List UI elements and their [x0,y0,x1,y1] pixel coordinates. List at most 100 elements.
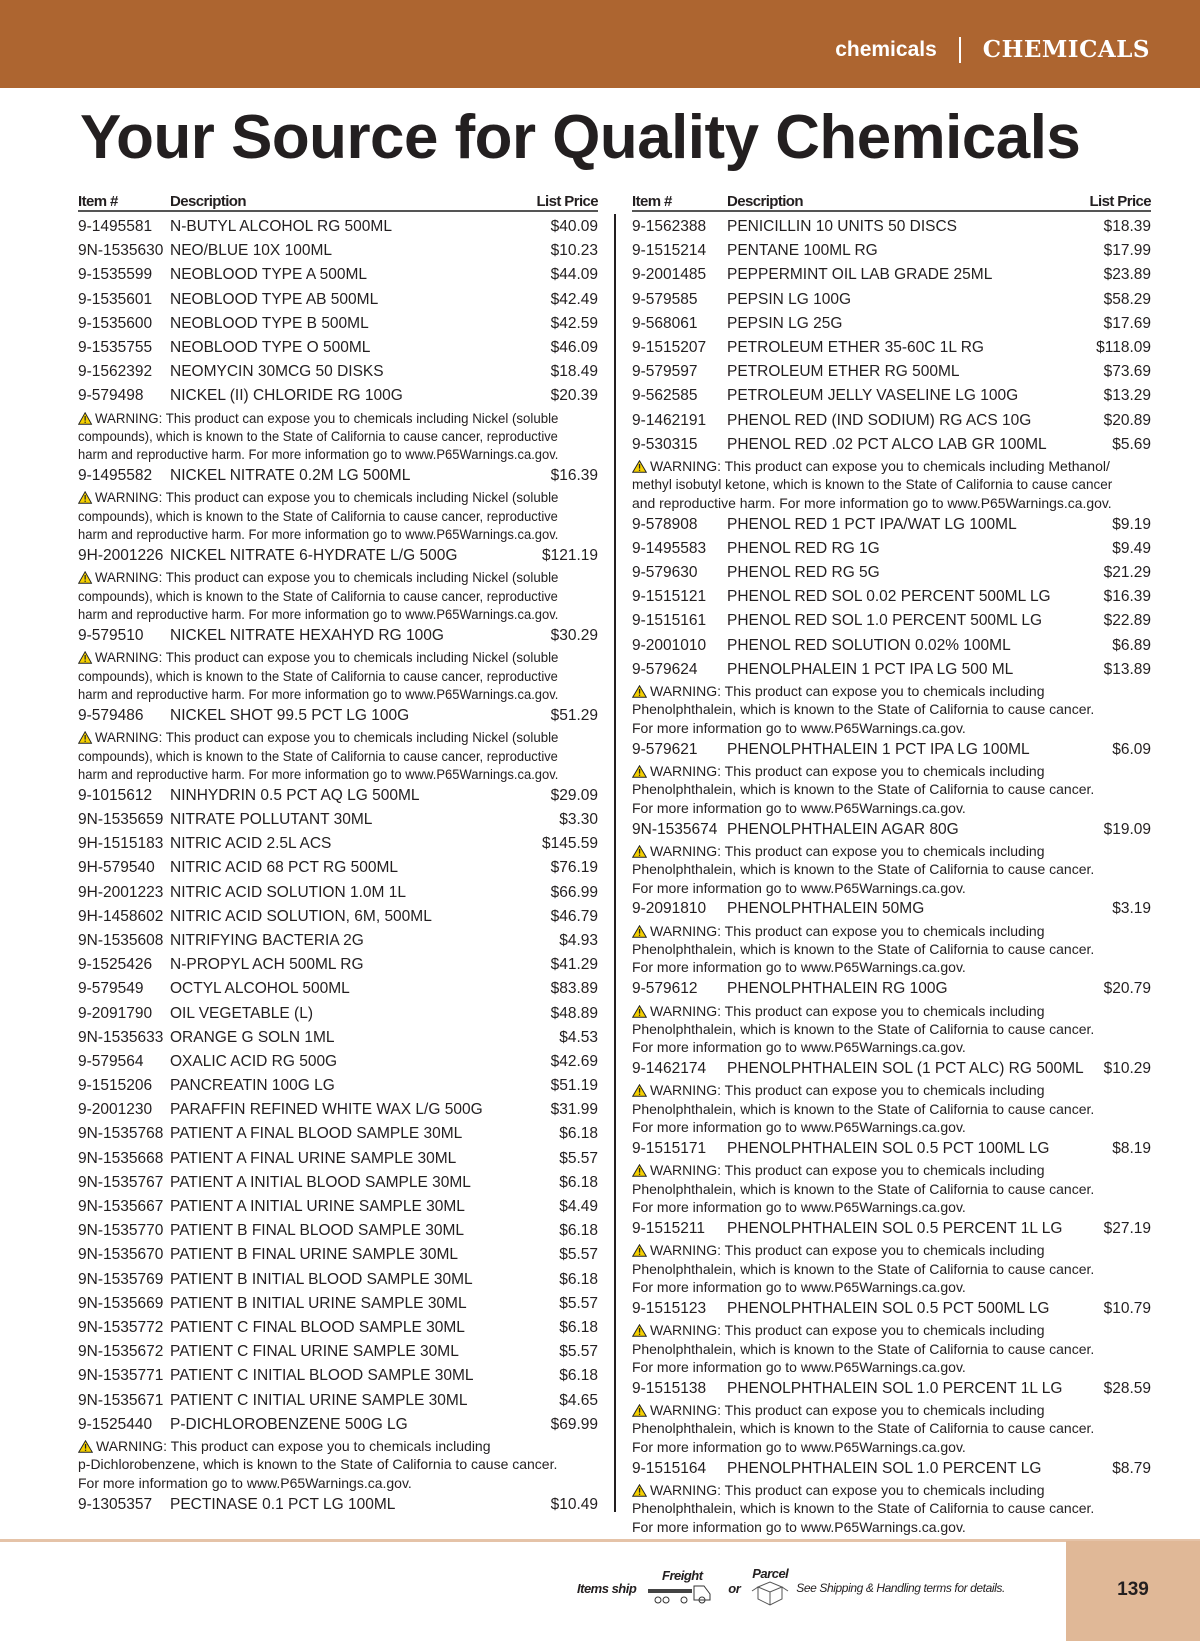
item-number: 9H-2001226 [78,547,164,565]
product-row: 9-1515161 PHENOL RED SOL 1.0 PERCENT 500M… [632,609,1151,633]
item-description: PATIENT A INITIAL URINE SAMPLE 30ML [170,1198,465,1216]
item-description: PHENOL RED RG 5G [727,563,880,581]
item-description: N-BUTYL ALCOHOL RG 500ML [170,218,392,235]
prop65-warning: WARNING: This product can expose you to … [77,488,598,543]
warning-line: For more information go to www.P65Warnin… [632,879,966,896]
warning-line: WARNING: This product can expose you to … [631,1401,1045,1419]
product-row: 9-578908 PHENOL RED 1 PCT IPA/WAT LG 100M… [632,513,1151,537]
item-number: 9-1305357 [78,1495,153,1513]
item-description: NEOMYCIN 30MCG 50 DISKS [170,363,384,381]
table-header: Item # Description List Price [78,193,599,212]
product-row: 9N-1535671 PATIENT C INITIAL URINE SAMPLE… [78,1389,598,1413]
item-number: 9-1495582 [78,467,153,485]
warning-line: compounds), which is known to the State … [78,427,558,444]
warning-triangle-icon [631,1003,650,1019]
item-description: NINHYDRIN 0.5 PCT AQ LG 500ML [170,786,420,804]
item-price: $4.49 [559,1198,598,1216]
warning-line: WARNING: This product can expose you to … [631,1481,1045,1499]
warning-line: Phenolphthalein, which is known to the S… [632,1020,1095,1037]
item-description: NEOBLOOD TYPE AB 500ML [170,290,379,308]
warning-triangle-icon [631,1482,650,1498]
prop65-warning: WARNING: This product can expose you to … [631,922,1151,977]
item-description: NITRIC ACID SOLUTION, 6M, 500ML [170,907,432,925]
warning-line: For more information go to www.P65Warnin… [632,1438,966,1455]
warning-line: For more information go to www.P65Warnin… [632,1279,966,1296]
warning-line: Phenolphthalein, which is known to the S… [632,1260,1095,1277]
item-description: PATIENT C FINAL BLOOD SAMPLE 30ML [170,1318,465,1336]
product-row: 9N-1535633 ORANGE G SOLN 1ML $4.53 [78,1026,598,1050]
item-number: 9-1535601 [78,290,153,308]
item-price: $20.39 [550,387,598,405]
warning-line: WARNING: This product can expose you to … [631,457,1110,475]
item-description: PETROLEUM JELLY VASELINE LG 100G [727,387,1019,405]
item-price: $5.57 [559,1343,598,1361]
product-row: 9-1495583 PHENOL RED RG 1G $9.49 [632,537,1151,561]
item-price: $118.09 [1096,338,1151,356]
product-row: 9-2001485 PEPPERMINT OIL LAB GRADE 25ML $2… [632,263,1151,287]
item-price: $42.69 [550,1052,598,1070]
product-row: 9-579486 NICKEL SHOT 99.5 PCT LG 100G $51.… [78,704,598,728]
product-row: 9H-1458602 NITRIC ACID SOLUTION, 6M, 500M… [78,905,598,929]
parcel-label: Parcel [752,1566,789,1581]
item-number: 9-562585 [632,387,698,405]
product-row: 9-1525440 P-DICHLOROBENZENE 500G LG $69.99 [78,1413,598,1437]
item-price: $18.39 [1103,218,1151,235]
item-price: $73.69 [1103,363,1151,381]
product-column-right: Item # Description List Price 9-1562388 PENI… [631,193,1152,1537]
item-description: PHENOLPHALEIN 1 PCT IPA LG 500 ML [727,660,1014,678]
item-price: $44.09 [550,266,598,284]
warning-line: harm and reproductive harm. For more inf… [78,686,559,703]
item-number: 9N-1535668 [78,1149,164,1167]
item-price: $83.89 [550,980,598,998]
item-price: $17.69 [1103,314,1151,332]
item-price: $18.49 [550,363,598,381]
product-row: 9-562585 PETROLEUM JELLY VASELINE LG 100G… [632,384,1151,408]
item-description: PHENOL RED SOLUTION 0.02% 100ML [727,636,1011,654]
product-row: 9N-1535668 PATIENT A FINAL URINE SAMPLE 3… [78,1147,598,1171]
item-description: PHENOLPHTHALEIN 50MG [727,900,925,918]
prop65-warning: WARNING: This product can expose you to … [631,1002,1151,1057]
item-price: $6.18 [559,1173,598,1191]
item-description: PHENOLPHTHALEIN RG 100G [727,980,948,998]
item-number: 9-1515206 [78,1077,153,1095]
item-number: 9-1495581 [78,218,153,235]
warning-line: Phenolphthalein, which is known to the S… [632,781,1095,798]
item-number: 9-2001230 [78,1101,153,1119]
item-price: $16.39 [1103,588,1151,606]
product-row: 9-1562388 PENICILLIN 10 UNITS 50 DISCS $18… [632,215,1151,239]
item-description: P-DICHLOROBENZENE 500G LG [170,1415,408,1433]
warning-line: Phenolphthalein, which is known to the S… [632,1340,1095,1357]
item-price: $51.29 [550,706,598,724]
item-price: $66.99 [550,883,598,901]
item-price: $17.99 [1103,242,1151,260]
warning-line: compounds), which is known to the State … [78,667,558,684]
warning-triangle-icon [631,458,650,474]
page-number-tab: 139 [1066,1541,1200,1641]
item-price: $5.57 [559,1246,598,1264]
item-number: 9-1562388 [632,218,707,235]
shipping-terms-note: See Shipping & Handling terms for detail… [796,1581,1005,1595]
warning-triangle-icon [631,923,650,939]
item-description: PHENOLPHTHALEIN SOL 1.0 PERCENT LG [727,1459,1042,1477]
item-price: $10.79 [1103,1299,1151,1317]
warning-line: Phenolphthalein, which is known to the S… [632,1180,1095,1197]
item-description: NEOBLOOD TYPE A 500ML [170,266,367,284]
item-number: 9-1515121 [632,588,707,606]
item-price: $29.09 [550,786,598,804]
item-price: $51.19 [550,1077,598,1095]
item-description: PHENOL RED RG 1G [727,539,880,557]
prop65-warning: WARNING: This product can expose you to … [77,1437,598,1492]
item-price: $5.57 [559,1149,598,1167]
item-description: PATIENT B FINAL BLOOD SAMPLE 30ML [170,1222,465,1240]
divider [958,36,961,63]
item-price: $27.19 [1103,1220,1151,1238]
item-number: 9-1495583 [632,539,707,557]
item-price: $10.29 [1103,1060,1151,1078]
item-description: PEPSIN LG 100G [727,290,852,308]
product-row: 9-568061 PEPSIN LG 25G $17.69 [632,312,1151,336]
item-number: 9-1515207 [632,338,707,356]
item-description: NEOBLOOD TYPE B 500ML [170,314,369,332]
product-row: 9-1535601 NEOBLOOD TYPE AB 500ML $42.49 [78,288,598,312]
section-label-upper: CHEMICALS [982,36,1150,63]
warning-line: For more information go to www.P65Warnin… [632,799,966,816]
